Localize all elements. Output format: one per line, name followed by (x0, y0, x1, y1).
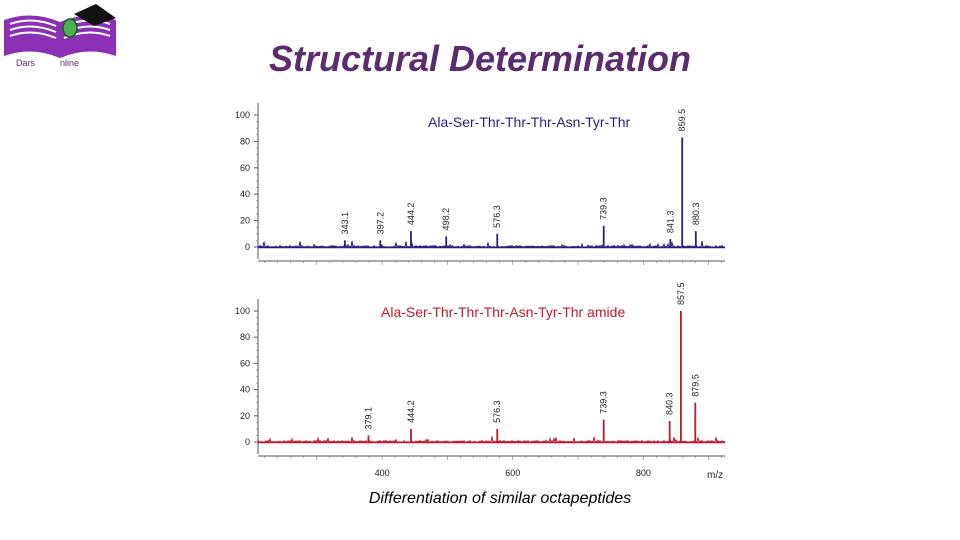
book-left-page-icon (4, 15, 60, 59)
peak-label: 841.3 (665, 211, 675, 234)
x-tick-label: 600 (505, 468, 520, 478)
x-tick-label: 800 (636, 468, 651, 478)
y-tick-label: 20 (240, 411, 250, 421)
peak-label: 840.3 (665, 393, 675, 416)
logo-text-right: nline (60, 58, 79, 68)
y-tick-label: 40 (240, 189, 250, 199)
bottom-spectrum-panel: 0 20 40 60 80 100 379.1 444.2 576.3 739.3 840.3 857… (235, 282, 726, 481)
peak-label: 498.2 (441, 208, 451, 231)
y-tick-label: 60 (240, 358, 250, 368)
peak-label: 444.2 (406, 203, 416, 226)
top-spectrum-panel: 0 20 40 60 80 100 343.1 397.2 444.2 498.2 576.3 739… (235, 103, 726, 265)
y-tick-label: 40 (240, 385, 250, 395)
mouse-icon (62, 18, 78, 38)
peak-label: 739.3 (599, 197, 609, 220)
peak-label: 444.2 (406, 400, 416, 423)
logo-text-left: Dars (16, 58, 36, 68)
figure-caption: Differentiation of similar octapeptides (368, 490, 632, 507)
peak-label: 879.5 (690, 374, 700, 397)
series-label: Ala-Ser-Thr-Thr-Thr-Asn-Tyr-Thr amide (381, 304, 625, 320)
peak-label: 576.3 (492, 205, 502, 228)
y-tick-label: 0 (245, 242, 250, 252)
x-axis-label: m/z (707, 470, 723, 481)
peak-label: 576.3 (492, 400, 502, 423)
y-tick-label: 20 (240, 216, 250, 226)
y-tick-label: 80 (240, 136, 250, 146)
y-tick-label: 60 (240, 163, 250, 173)
y-tick-label: 80 (240, 332, 250, 342)
x-tick-label: 400 (375, 468, 390, 478)
peak-label: 379.1 (363, 407, 373, 430)
peak-label: 397.2 (375, 212, 385, 235)
baseline-trace (257, 240, 726, 249)
peak-label: 739.3 (599, 391, 609, 414)
mass-spectra-chart: 0 20 40 60 80 100 343.1 397.2 444.2 498.2 576.3 739… (235, 103, 726, 481)
graduation-cap-icon (74, 4, 116, 26)
y-tick-label: 100 (235, 110, 250, 120)
y-tick-label: 100 (235, 306, 250, 316)
peak-label: 880.3 (691, 203, 701, 226)
dars-online-logo: Dars nline (4, 4, 116, 68)
peak-label: 859.5 (677, 109, 687, 132)
baseline-trace (257, 436, 726, 444)
page-title: Structural Determination (268, 38, 692, 79)
series-label: Ala-Ser-Thr-Thr-Thr-Asn-Tyr-Thr (428, 114, 631, 130)
y-tick-label: 0 (245, 437, 250, 447)
peak-label: 857.5 (676, 282, 686, 305)
peak-label: 343.1 (340, 212, 350, 235)
